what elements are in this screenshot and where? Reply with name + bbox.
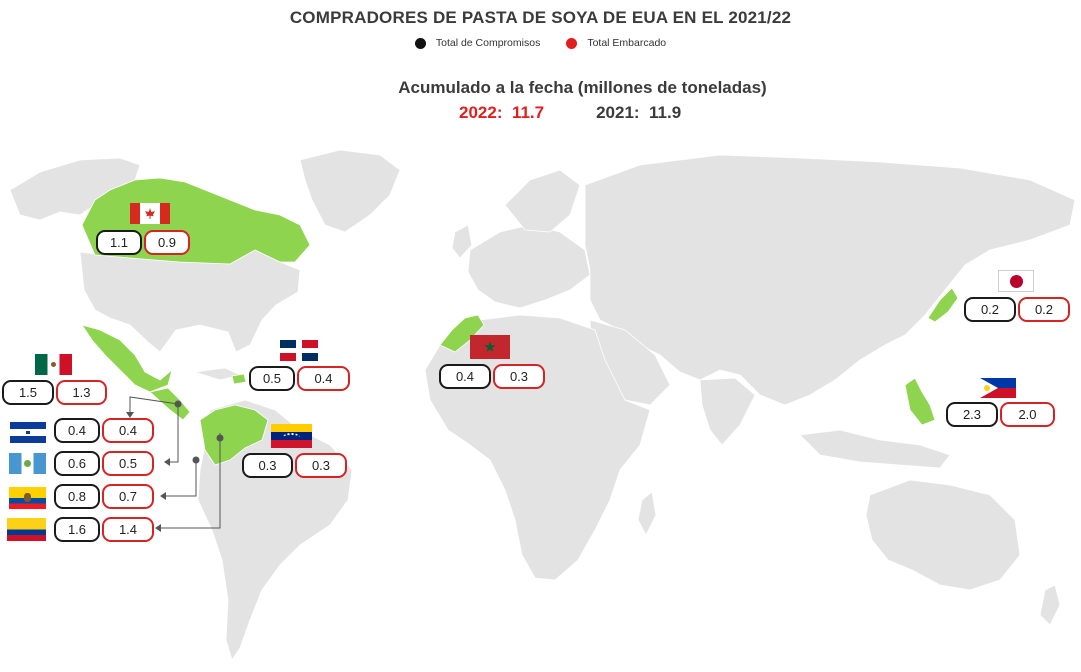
dominican-republic-region <box>231 373 247 385</box>
greenland-land <box>299 149 401 233</box>
ecuador-embarcado: 0.7 <box>102 484 154 509</box>
canada-values: 1.1 0.9 <box>96 230 190 255</box>
japan-flag-icon <box>998 270 1034 292</box>
venezuela-compromisos: 0.3 <box>242 453 293 478</box>
total-2021-label: 2021: <box>596 103 640 122</box>
leader-guatemala <box>170 404 179 463</box>
morocco-compromisos: 0.4 <box>439 364 491 389</box>
colombia-embarcado: 1.4 <box>102 517 154 542</box>
indonesia-land <box>799 429 951 469</box>
ecuador-values: 0.8 0.7 <box>54 484 154 509</box>
leader-dot-2 <box>192 456 200 464</box>
venezuela-values: 0.3 0.3 <box>242 453 347 478</box>
arrow-guatemala <box>164 458 170 466</box>
legend-dot-red-icon <box>566 37 578 49</box>
new-zealand-land <box>1039 584 1061 626</box>
colombia-compromisos: 1.6 <box>54 517 100 542</box>
legend: Total de Compromisos Total Embarcado <box>0 37 1081 49</box>
japan-region <box>927 287 959 323</box>
dominican-republic-compromisos: 0.5 <box>249 366 295 391</box>
dominican-republic-values: 0.5 0.4 <box>249 366 350 391</box>
mexico-compromisos: 1.5 <box>2 380 54 405</box>
guatemala-flag-icon <box>9 453 46 474</box>
venezuela-flag-icon <box>271 424 312 448</box>
ecuador-compromisos: 0.8 <box>54 484 100 509</box>
philippines-region <box>904 377 936 426</box>
legend-item-embarcado: Total Embarcado <box>566 37 666 49</box>
totals: 2022: 11.7 2021: 11.9 <box>459 103 681 123</box>
central-america-region <box>149 387 191 421</box>
philippines-flag-icon <box>980 378 1016 398</box>
legend-item-compromisos: Total de Compromisos <box>414 37 541 49</box>
legend-label-compromisos: Total de Compromisos <box>435 37 541 49</box>
mexico-region <box>81 324 173 393</box>
dominican-republic-flag-icon <box>280 340 318 361</box>
colombia-flag-icon <box>7 518 46 541</box>
japan-compromisos: 0.2 <box>964 297 1016 322</box>
mexico-flag-icon <box>35 354 72 375</box>
mexico-values: 1.5 1.3 <box>2 380 107 405</box>
morocco-region <box>439 314 485 353</box>
canada-embarcado: 0.9 <box>144 230 190 255</box>
colombia-venezuela-region <box>199 404 269 466</box>
canada-compromisos: 1.1 <box>96 230 142 255</box>
europe-land <box>467 224 591 309</box>
guatemala-compromisos: 0.6 <box>54 451 100 476</box>
philippines-embarcado: 2.0 <box>1000 402 1055 427</box>
philippines-values: 2.3 2.0 <box>946 402 1055 427</box>
uk-land <box>451 224 473 259</box>
morocco-flag-icon <box>470 335 510 359</box>
guatemala-values: 0.6 0.5 <box>54 451 154 476</box>
leader-dot-1 <box>174 400 182 408</box>
india-land <box>699 377 756 446</box>
chart-title: COMPRADORES DE PASTA DE SOYA DE EUA EN E… <box>289 8 792 27</box>
subtitle: Acumulado a la fecha (millones de tonela… <box>398 78 767 97</box>
madagascar-land <box>637 491 657 536</box>
australia-land <box>865 479 1021 591</box>
honduras-values: 0.4 0.4 <box>54 418 154 443</box>
total-2022-label: 2022: <box>459 103 503 122</box>
ecuador-flag-icon <box>9 487 46 509</box>
morocco-values: 0.4 0.3 <box>439 364 545 389</box>
dominican-republic-embarcado: 0.4 <box>297 366 350 391</box>
legend-label-embarcado: Total Embarcado <box>587 37 667 49</box>
legend-dot-black-icon <box>414 37 426 49</box>
honduras-flag-icon <box>10 422 46 443</box>
leader-colombia <box>160 433 221 529</box>
guatemala-embarcado: 0.5 <box>102 451 154 476</box>
total-2021-value: 11.9 <box>649 103 682 122</box>
canada-flag-icon <box>130 203 170 224</box>
arrow-ecuador <box>160 492 166 500</box>
venezuela-embarcado: 0.3 <box>295 453 347 478</box>
leader-honduras <box>129 396 179 414</box>
leader-ecuador <box>165 460 197 497</box>
mexico-embarcado: 1.3 <box>56 380 107 405</box>
arrow-honduras <box>126 412 134 418</box>
philippines-compromisos: 2.3 <box>946 402 998 427</box>
japan-values: 0.2 0.2 <box>964 297 1070 322</box>
total-2022-value: 11.7 <box>511 103 545 122</box>
colombia-values: 1.6 1.4 <box>54 517 154 542</box>
japan-embarcado: 0.2 <box>1018 297 1070 322</box>
leader-dot-3 <box>216 434 224 442</box>
arrow-colombia <box>155 524 161 532</box>
morocco-embarcado: 0.3 <box>493 364 545 389</box>
honduras-embarcado: 0.4 <box>102 418 154 443</box>
honduras-compromisos: 0.4 <box>54 418 100 443</box>
scandinavia-land <box>504 169 581 233</box>
